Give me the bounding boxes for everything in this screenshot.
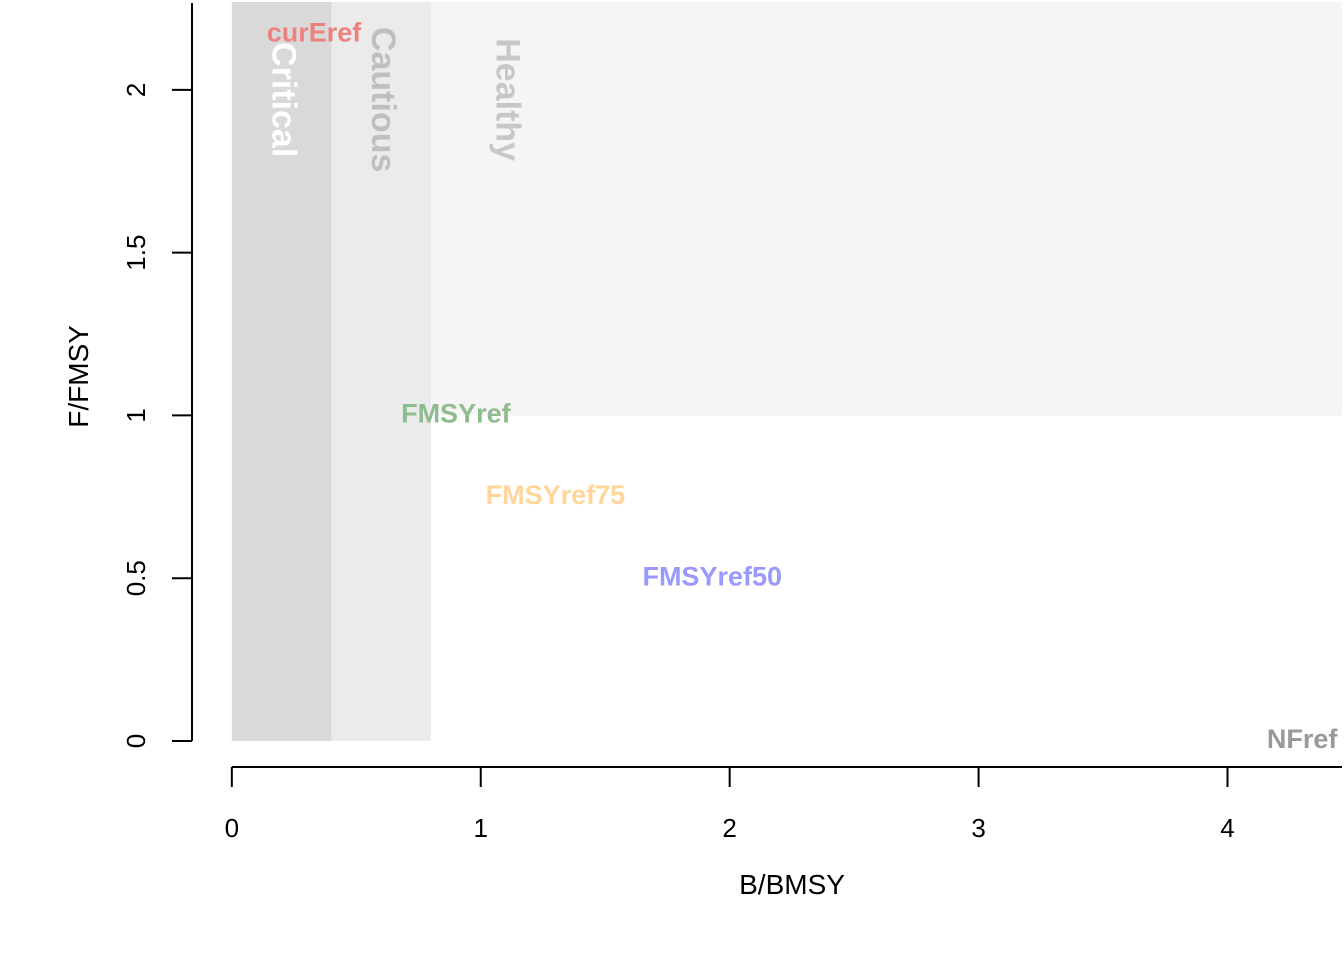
ref-labels-layer: curEref FMSYref FMSYref75 FMSYref50 NFref [267,18,1339,754]
y-axis-title: F/FMSY [63,325,94,428]
ref-label-fmsyref50: FMSYref50 [642,561,782,591]
zone-cautious [331,2,431,741]
zone-label-cautious: Cautious [364,27,402,172]
axes-layer: 0 1 2 3 4 0 0.5 1 1.5 2 [121,3,1342,843]
ref-label-fmsyref75: FMSYref75 [486,480,626,510]
zone-label-healthy: Healthy [489,38,527,161]
zones-layer [231,2,1342,741]
y-tick-label: 2 [121,83,151,97]
zone-labels-layer: Critical Cautious Healthy [265,27,527,172]
x-tick-label: 4 [1220,813,1234,843]
ref-label-cureref: curEref [267,18,363,48]
ref-label-nfref: NFref [1267,724,1339,754]
y-tick-label: 0 [121,734,151,748]
zone-label-critical: Critical [265,42,303,157]
ref-label-fmsyref: FMSYref [401,399,512,429]
zone-critical [231,2,332,741]
x-tick-label: 1 [474,813,488,843]
x-tick-label: 3 [971,813,985,843]
x-axis-title: B/BMSY [739,869,845,900]
zone-healthy [430,2,1342,416]
x-tick-label: 2 [722,813,736,843]
x-tick-label: 0 [225,813,239,843]
y-tick-label: 1.5 [121,235,151,271]
y-tick-label: 0.5 [121,560,151,596]
y-tick-label: 1 [121,408,151,422]
